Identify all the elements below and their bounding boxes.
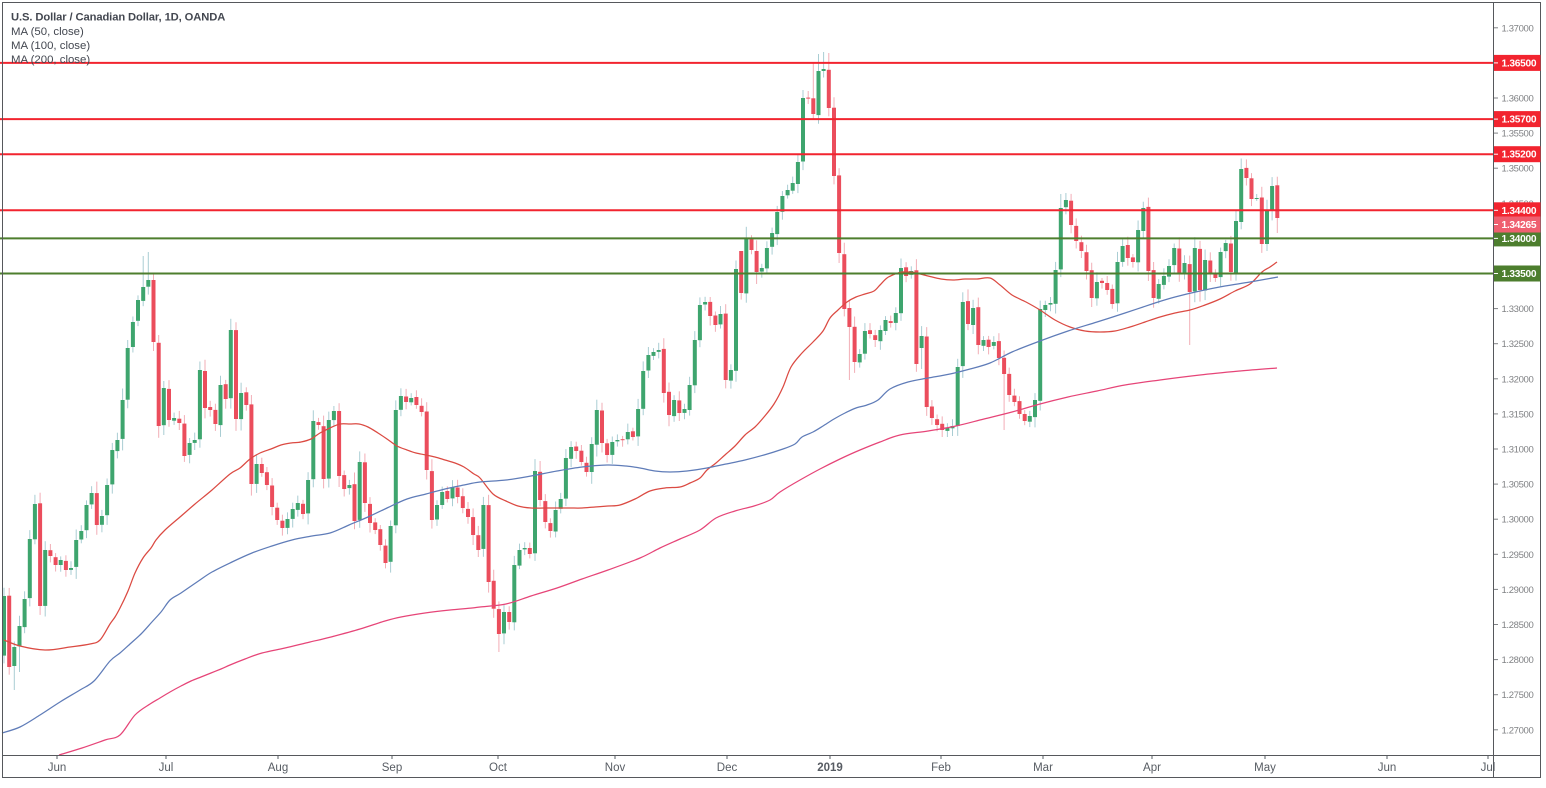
svg-text:Apr: Apr: [1143, 762, 1161, 774]
svg-text:Jun: Jun: [1378, 762, 1397, 774]
svg-text:1.31500: 1.31500: [1502, 409, 1534, 420]
svg-text:1.28500: 1.28500: [1502, 620, 1534, 631]
svg-text:1.33000: 1.33000: [1502, 304, 1534, 315]
svg-text:1.32500: 1.32500: [1502, 339, 1534, 350]
svg-text:1.29500: 1.29500: [1502, 550, 1534, 561]
svg-text:1.32000: 1.32000: [1502, 374, 1534, 385]
svg-text:1.35000: 1.35000: [1502, 164, 1534, 175]
svg-text:Aug: Aug: [268, 762, 288, 774]
svg-text:1.37000: 1.37000: [1502, 23, 1534, 34]
svg-text:1.36500: 1.36500: [1502, 58, 1537, 69]
svg-text:1.31000: 1.31000: [1502, 445, 1534, 456]
svg-text:1.34000: 1.34000: [1502, 234, 1537, 245]
svg-text:2019: 2019: [817, 762, 843, 774]
svg-text:MA (100, close): MA (100, close): [11, 40, 90, 52]
svg-text:Nov: Nov: [605, 762, 626, 774]
svg-text:1.34265: 1.34265: [1502, 220, 1537, 231]
svg-text:MA (200, close): MA (200, close): [11, 54, 90, 66]
svg-text:May: May: [1254, 762, 1276, 774]
svg-text:1.30500: 1.30500: [1502, 480, 1534, 491]
svg-text:1.35700: 1.35700: [1502, 115, 1537, 126]
svg-text:Mar: Mar: [1033, 762, 1053, 774]
svg-text:Jul: Jul: [159, 762, 174, 774]
svg-text:U.S. Dollar / Canadian Dollar,: U.S. Dollar / Canadian Dollar, 1D, OANDA: [11, 12, 225, 24]
svg-text:1.34400: 1.34400: [1502, 206, 1537, 217]
svg-text:1.30000: 1.30000: [1502, 515, 1534, 526]
svg-text:Sep: Sep: [382, 762, 402, 774]
svg-text:1.28000: 1.28000: [1502, 655, 1534, 666]
svg-text:1.35500: 1.35500: [1502, 129, 1534, 140]
svg-text:1.35200: 1.35200: [1502, 150, 1537, 161]
svg-text:1.27500: 1.27500: [1502, 690, 1534, 701]
svg-text:Jul: Jul: [1481, 762, 1496, 774]
svg-text:1.27000: 1.27000: [1502, 725, 1534, 736]
svg-text:Jun: Jun: [48, 762, 67, 774]
svg-text:1.36000: 1.36000: [1502, 94, 1534, 105]
svg-text:Feb: Feb: [931, 762, 951, 774]
svg-text:1.33500: 1.33500: [1502, 269, 1537, 280]
svg-text:Oct: Oct: [489, 762, 508, 774]
svg-text:Dec: Dec: [717, 762, 738, 774]
svg-text:MA (50, close): MA (50, close): [11, 26, 84, 38]
svg-text:1.29000: 1.29000: [1502, 585, 1534, 596]
